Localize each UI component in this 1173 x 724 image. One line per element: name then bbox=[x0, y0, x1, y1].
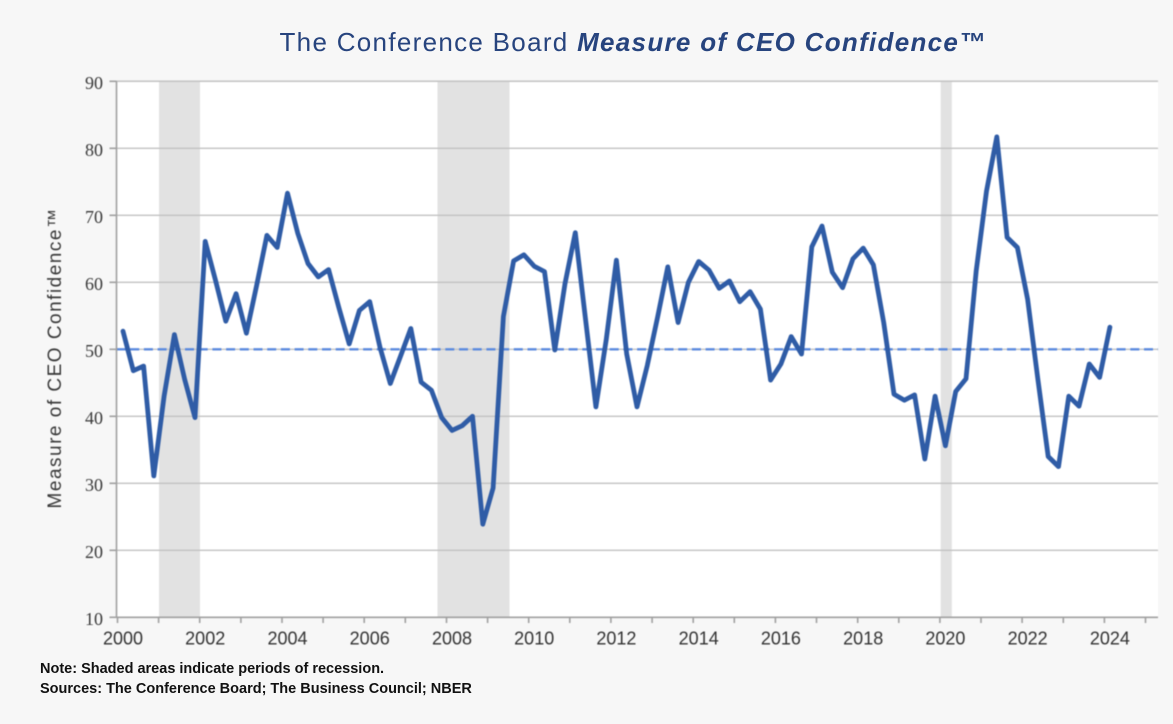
svg-text:2024: 2024 bbox=[1090, 629, 1130, 649]
svg-text:90: 90 bbox=[85, 73, 103, 93]
svg-text:10: 10 bbox=[85, 609, 103, 629]
svg-text:20: 20 bbox=[85, 542, 103, 562]
svg-text:2010: 2010 bbox=[514, 629, 554, 649]
svg-text:2008: 2008 bbox=[432, 629, 472, 649]
svg-text:30: 30 bbox=[85, 475, 103, 495]
svg-text:80: 80 bbox=[85, 140, 103, 160]
svg-text:50: 50 bbox=[85, 341, 103, 361]
svg-text:2014: 2014 bbox=[679, 629, 719, 649]
svg-text:2000: 2000 bbox=[103, 629, 143, 649]
svg-text:2004: 2004 bbox=[267, 629, 307, 649]
svg-text:2016: 2016 bbox=[761, 629, 801, 649]
svg-text:2012: 2012 bbox=[596, 629, 636, 649]
svg-text:2022: 2022 bbox=[1008, 629, 1048, 649]
svg-text:70: 70 bbox=[85, 207, 103, 227]
svg-text:Measure of CEO Confidence™: Measure of CEO Confidence™ bbox=[45, 208, 66, 509]
svg-text:2018: 2018 bbox=[843, 629, 883, 649]
svg-text:40: 40 bbox=[85, 408, 103, 428]
svg-text:60: 60 bbox=[85, 274, 103, 294]
svg-text:2006: 2006 bbox=[350, 629, 390, 649]
svg-text:2002: 2002 bbox=[185, 629, 225, 649]
svg-text:2020: 2020 bbox=[925, 629, 965, 649]
